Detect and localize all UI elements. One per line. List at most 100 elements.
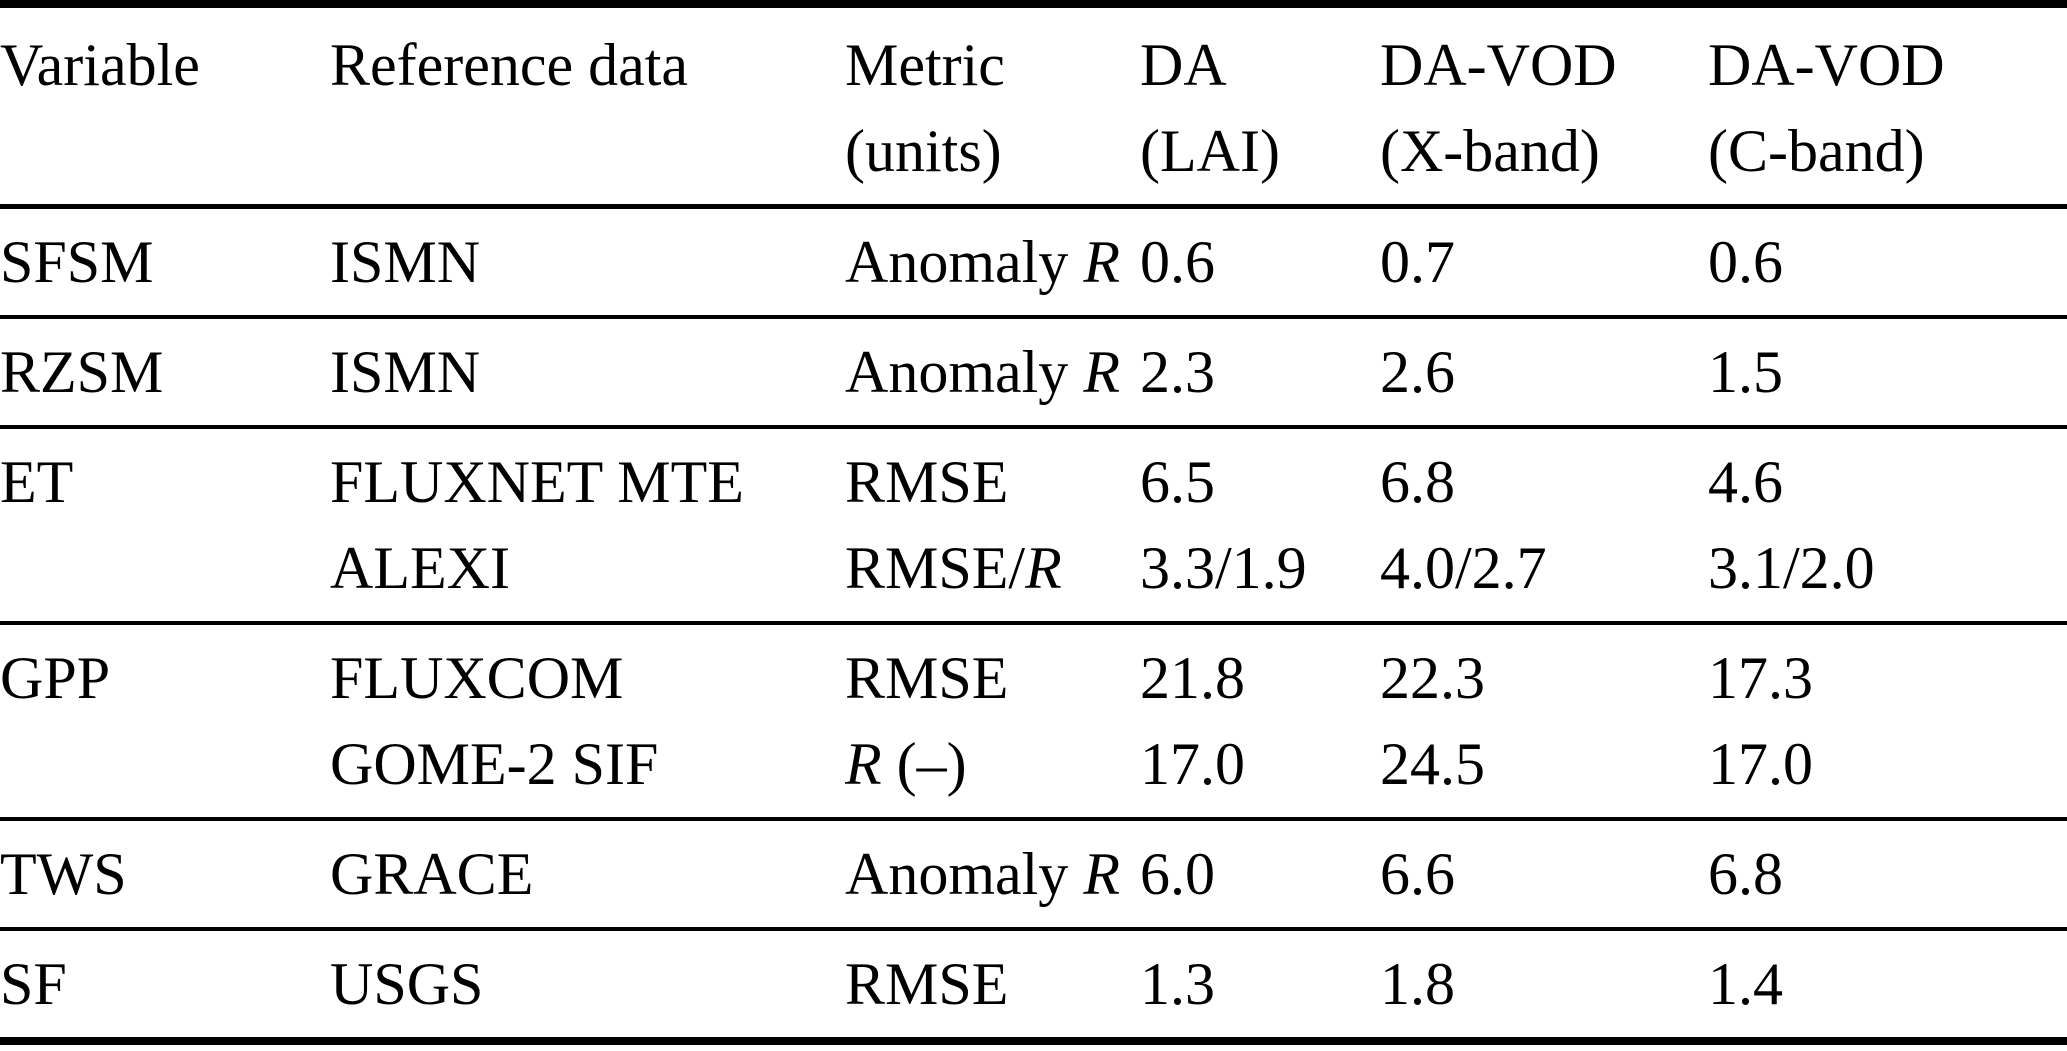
metric-label: RMSE <box>845 635 1140 721</box>
cell-reference: ISMN <box>330 317 845 427</box>
cell-da-vod-x: 6.6 <box>1380 819 1708 929</box>
cell-reference: GRACE <box>330 819 845 929</box>
value: 6.8 <box>1380 449 1455 515</box>
metric-label: RMSE <box>845 941 1140 1027</box>
cell-variable: GPP <box>0 623 330 819</box>
metric-text: RMSE <box>845 449 1009 515</box>
header-da-lai: DA (LAI) <box>1140 4 1380 207</box>
value: 2.6 <box>1380 339 1455 405</box>
header-line: (C-band) <box>1708 118 1925 184</box>
header-metric-units: Metric (units) <box>845 4 1140 207</box>
value: 6.6 <box>1380 841 1455 907</box>
header-da-vod-c-band: DA-VOD (C-band) <box>1708 4 2067 207</box>
cell-da-lai: 6.5 3.3/1.9 <box>1140 427 1380 623</box>
cell-reference: ISMN <box>330 207 845 318</box>
value: 4.0/2.7 <box>1380 535 1547 601</box>
metric-r-symbol: R <box>845 731 882 797</box>
variable-label: SF <box>0 951 67 1017</box>
header-da-vod-x-band: DA-VOD (X-band) <box>1380 4 1708 207</box>
value: 6.8 <box>1708 841 1783 907</box>
cell-variable: ET <box>0 427 330 623</box>
reference-label: GRACE <box>330 841 534 907</box>
value: 3.1/2.0 <box>1708 535 1875 601</box>
cell-metric: RMSE <box>845 929 1140 1041</box>
metric-text: RMSE <box>845 645 1009 711</box>
cell-metric: Anomaly R <box>845 207 1140 318</box>
header-reference-data: Reference data <box>330 4 845 207</box>
value: 6.5 <box>1140 449 1215 515</box>
cell-da-vod-c: 17.3 17.0 <box>1708 623 2067 819</box>
header-row: Variable Reference data Metric (units) D… <box>0 4 2067 207</box>
value: 3.3/1.9 <box>1140 535 1307 601</box>
cell-metric: Anomaly R <box>845 819 1140 929</box>
variable-label: ET <box>0 449 74 515</box>
cell-variable: SFSM <box>0 207 330 318</box>
cell-reference: FLUXCOM GOME-2 SIF <box>330 623 845 819</box>
table-row-sfsm: SFSM ISMN Anomaly R 0.6 0.7 0.6 <box>0 207 2067 318</box>
cell-da-lai: 6.0 <box>1140 819 1380 929</box>
reference-label: FLUXNET MTE <box>330 449 744 515</box>
metric-r-symbol: R <box>1025 535 1062 601</box>
metric-r-symbol: R <box>1083 339 1120 405</box>
cell-da-lai: 21.8 17.0 <box>1140 623 1380 819</box>
table-row-et: ET FLUXNET MTE ALEXI RMSE RMSE/R 6.5 3.3… <box>0 427 2067 623</box>
value: 2.3 <box>1140 339 1215 405</box>
reference-label: USGS <box>330 951 484 1017</box>
cell-da-lai: 1.3 <box>1140 929 1380 1041</box>
metric-label: RMSE <box>845 439 1140 525</box>
metric-label: RMSE/R <box>845 525 1140 611</box>
cell-da-vod-x: 1.8 <box>1380 929 1708 1041</box>
metric-label: R (–) <box>845 721 1140 807</box>
metric-text: Anomaly <box>845 339 1084 405</box>
cell-da-vod-c: 0.6 <box>1708 207 2067 318</box>
value: 1.3 <box>1140 951 1215 1017</box>
cell-reference: USGS <box>330 929 845 1041</box>
header-line: DA-VOD <box>1380 32 1617 98</box>
metric-label: Anomaly R <box>845 329 1140 415</box>
metric-text: RMSE/ <box>845 535 1026 601</box>
value: 17.3 <box>1708 645 1813 711</box>
header-variable: Variable <box>0 4 330 207</box>
table-row-gpp: GPP FLUXCOM GOME-2 SIF RMSE R (–) 21.8 1… <box>0 623 2067 819</box>
metric-label: Anomaly R <box>845 219 1140 305</box>
cell-da-lai: 0.6 <box>1140 207 1380 318</box>
reference-label: ISMN <box>330 339 481 405</box>
variable-label: GPP <box>0 645 111 711</box>
cell-da-vod-x: 22.3 24.5 <box>1380 623 1708 819</box>
header-line: Variable <box>0 32 200 98</box>
reference-label: FLUXCOM <box>330 645 624 711</box>
cell-da-vod-c: 1.5 <box>1708 317 2067 427</box>
variable-label: TWS <box>0 841 127 907</box>
reference-label: ALEXI <box>330 535 510 601</box>
header-line: Reference data <box>330 32 689 98</box>
cell-da-vod-x: 0.7 <box>1380 207 1708 318</box>
reference-label: ISMN <box>330 229 481 295</box>
value: 17.0 <box>1708 731 1813 797</box>
value: 0.6 <box>1708 229 1783 295</box>
cell-metric: RMSE R (–) <box>845 623 1140 819</box>
value: 0.6 <box>1140 229 1215 295</box>
metric-r-symbol: R <box>1083 841 1120 907</box>
cell-variable: TWS <box>0 819 330 929</box>
metric-r-symbol: R <box>1083 229 1120 295</box>
cell-metric: RMSE RMSE/R <box>845 427 1140 623</box>
value: 0.7 <box>1380 229 1455 295</box>
table-row-sf: SF USGS RMSE 1.3 1.8 1.4 <box>0 929 2067 1041</box>
cell-da-lai: 2.3 <box>1140 317 1380 427</box>
metric-label: Anomaly R <box>845 831 1140 917</box>
value: 21.8 <box>1140 645 1245 711</box>
header-line: (X-band) <box>1380 118 1600 184</box>
metric-text: Anomaly <box>845 229 1084 295</box>
header-line: DA-VOD <box>1708 32 1945 98</box>
table-row-rzsm: RZSM ISMN Anomaly R 2.3 2.6 1.5 <box>0 317 2067 427</box>
value: 1.8 <box>1380 951 1455 1017</box>
cell-variable: RZSM <box>0 317 330 427</box>
value: 6.0 <box>1140 841 1215 907</box>
cell-da-vod-x: 2.6 <box>1380 317 1708 427</box>
value: 1.5 <box>1708 339 1783 405</box>
cell-da-vod-c: 4.6 3.1/2.0 <box>1708 427 2067 623</box>
cell-da-vod-x: 6.8 4.0/2.7 <box>1380 427 1708 623</box>
value: 22.3 <box>1380 645 1485 711</box>
metric-text: RMSE <box>845 951 1009 1017</box>
header-line: (LAI) <box>1140 118 1280 184</box>
